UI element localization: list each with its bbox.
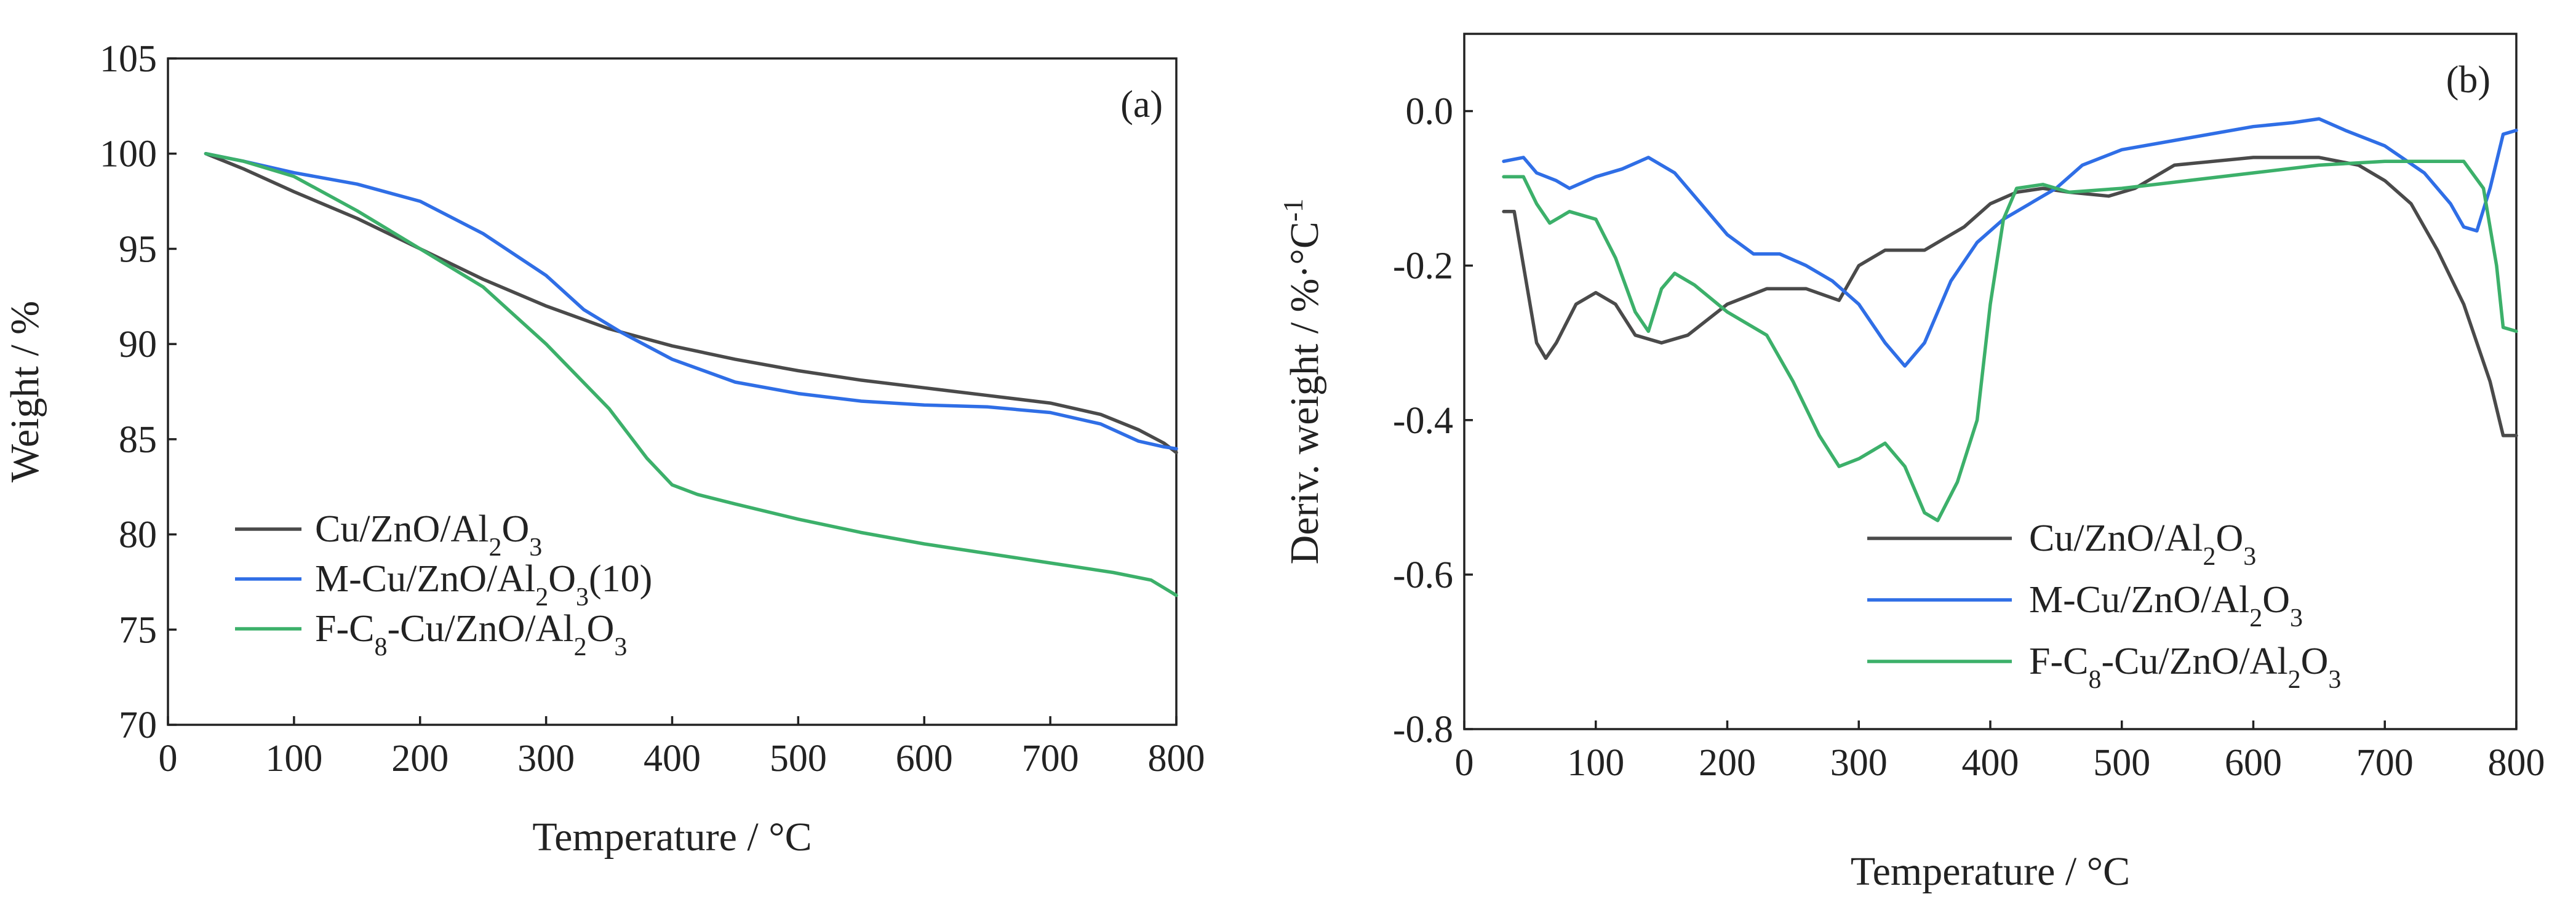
chart-a-y-tick-label: 105 [100,38,157,80]
chart-a-legend-label-1: Cu/ZnO/Al2O3 [315,508,542,562]
chart-b-x-tick-label: 500 [2093,742,2150,784]
chart-b-series-line-3 [1502,159,2518,522]
chart-b-x-tick-label: 300 [1830,742,1888,784]
chart-a-legend-label-3: F-C8-Cu/ZnO/Al2O3 [315,608,627,661]
chart-b-series-line-2 [1502,117,2518,368]
chart-b-x-tick-label: 200 [1699,742,1756,784]
chart-a-series-line-1 [204,151,1178,455]
chart-b-plot-frame [1463,33,2518,730]
chart-a-x-tick-label: 0 [159,738,178,780]
chart-a-legend-label-2: M-Cu/ZnO/Al2O3(10) [315,558,652,612]
chart-b-y-axis-title: Deriv. weight / %·°C-1 [1278,199,1327,565]
chart-a-y-tick-label: 90 [119,324,157,365]
chart-a-y-tick-label: 75 [119,609,157,651]
chart-a-panel-label: (a) [1120,84,1163,126]
chart-b-x-tick-label: 400 [1962,742,2019,784]
chart-b-x-tick-label: 0 [1455,742,1474,784]
chart-a-x-tick-label: 600 [896,738,953,780]
chart-b-legend-label-1: Cu/ZnO/Al2O3 [2029,517,2256,571]
chart-a-x-tick-label: 100 [265,738,322,780]
chart-a-x-tick-label: 400 [644,738,701,780]
chart-b-x-tick-label: 800 [2488,742,2545,784]
chart-a-y-tick-label: 80 [119,514,157,556]
chart-b-derivative-weight-vs-temperature: 0 100 200 300 400 500 600 700 800 -0.8 -0.6 -0.4 -0.… [1278,33,2545,894]
chart-a-series-line-2 [204,151,1178,451]
chart-a-x-tick-label: 500 [770,738,827,780]
chart-b-x-tick-label: 700 [2356,742,2414,784]
chart-a-weight-vs-temperature: 0 100 200 300 400 500 600 700 800 70 75 80 85 90 95 100… [2,38,1205,860]
chart-a-y-axis-title: Weight / % [2,301,47,482]
chart-a-x-tick-label: 300 [517,738,575,780]
chart-a-series-line-3 [204,151,1178,597]
chart-b-y-tick-label: 0.0 [1406,91,1454,133]
chart-a-y-tick-label: 100 [100,134,157,175]
chart-a-y-tick-label: 95 [119,228,157,270]
chart-b-y-tick-label: -0.4 [1393,400,1453,442]
chart-a-x-tick-label: 700 [1022,738,1079,780]
chart-b-legend-label-2: M-Cu/ZnO/Al2O3 [2029,579,2303,633]
chart-b-panel-label: (b) [2446,59,2490,101]
chart-b-y-tick-label: -0.8 [1393,709,1453,751]
chart-b-x-tick-label: 600 [2225,742,2282,784]
chart-b-x-axis-title: Temperature / °C [1851,849,2130,894]
chart-a-x-tick-label: 200 [391,738,449,780]
chart-a-y-tick-label: 70 [119,704,157,746]
chart-b-x-tick-label: 100 [1567,742,1624,784]
chart-a-y-tick-label: 85 [119,419,157,461]
chart-b-series-line-1 [1502,156,2518,437]
chart-a-x-axis-title: Temperature / °C [532,815,811,860]
chart-b-y-tick-label: -0.6 [1393,554,1453,596]
chart-b-legend-label-3: F-C8-Cu/ZnO/Al2O3 [2029,641,2341,694]
chart-a-x-tick-label: 800 [1148,738,1205,780]
chart-b-y-tick-label: -0.2 [1393,245,1453,287]
